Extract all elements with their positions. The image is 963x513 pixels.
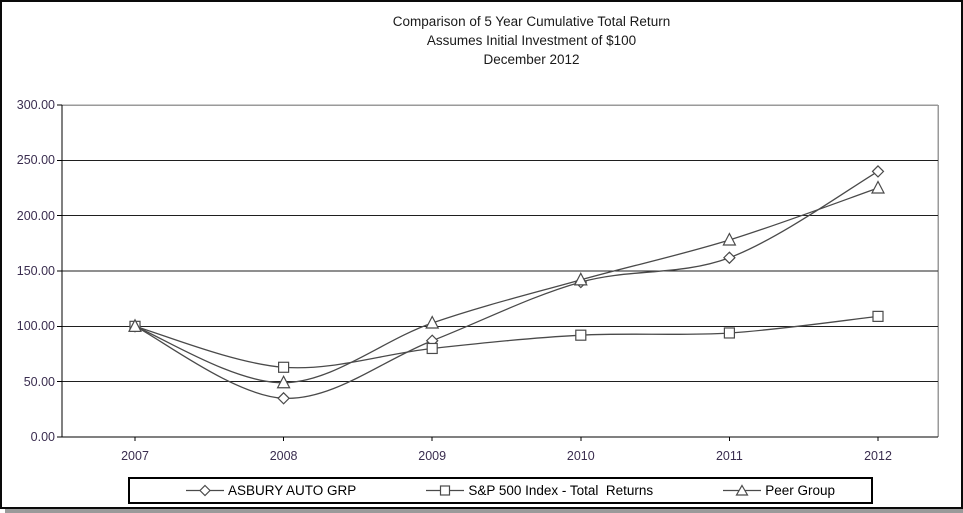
legend-item-sp500: S&P 500 Index - Total Returns — [426, 483, 653, 498]
y-tick-label: 50.00 — [23, 374, 55, 389]
x-tick-label: 2007 — [121, 449, 149, 463]
diamond-marker-icon — [277, 391, 290, 405]
square-marker-icon — [575, 329, 587, 341]
triangle-marker-icon — [425, 315, 440, 329]
x-tick-label: 2012 — [864, 449, 892, 463]
chart-title-line-1: Comparison of 5 Year Cumulative Total Re… — [392, 14, 671, 29]
triangle-marker-icon — [128, 318, 142, 332]
series-line-asbury-auto-grp — [134, 170, 879, 399]
square-marker-icon — [723, 327, 736, 339]
x-tick-label: 2008 — [269, 449, 298, 463]
y-tick-label: 150.00 — [16, 264, 55, 278]
chart-title-line-3: December 2012 — [483, 52, 580, 67]
legend-label-asbury-auto-grp: ASBURY AUTO GRP — [228, 483, 357, 498]
series-line-peer-group — [134, 187, 879, 384]
square-marker-icon — [872, 310, 884, 322]
y-tick-label: 250.00 — [16, 153, 55, 168]
triangle-marker-icon — [573, 272, 588, 286]
chart-title-block: Comparison of 5 Year Cumulative Total Re… — [100, 12, 963, 69]
drop-shadow — [5, 509, 963, 513]
y-tick-label: 300.00 — [16, 98, 55, 112]
diamond-marker-icon — [186, 484, 224, 497]
chart-title-line-2: Assumes Initial Investment of $100 — [426, 33, 637, 48]
diamond-marker-icon — [871, 165, 885, 178]
x-tick-label: 2011 — [715, 449, 743, 463]
diamond-marker-icon — [723, 251, 736, 265]
square-marker-icon — [426, 485, 465, 496]
y-tick-label: 0.00 — [30, 430, 55, 444]
series-line-s-p-500-index-total-returns — [134, 315, 879, 369]
x-tick-label: 2010 — [566, 449, 595, 463]
triangle-marker-icon — [722, 232, 737, 246]
square-marker-icon — [426, 342, 438, 355]
legend-label-sp500: S&P 500 Index - Total Returns — [468, 483, 654, 498]
triangle-marker-icon — [723, 484, 762, 496]
triangle-marker-icon — [871, 180, 885, 194]
square-marker-icon — [278, 361, 290, 373]
y-tick-label: 200.00 — [16, 208, 55, 223]
x-tick-label: 2009 — [418, 449, 447, 463]
triangle-marker-icon — [276, 374, 291, 389]
y-tick-label: 100.00 — [16, 319, 55, 334]
legend-item-asbury-auto-grp: ASBURY AUTO GRP — [186, 483, 356, 498]
legend-label-peer-group: Peer Group — [765, 483, 835, 498]
legend: ASBURY AUTO GRP S&P 500 Index - Total Re… — [128, 477, 873, 504]
legend-item-peer-group: Peer Group — [723, 483, 835, 498]
